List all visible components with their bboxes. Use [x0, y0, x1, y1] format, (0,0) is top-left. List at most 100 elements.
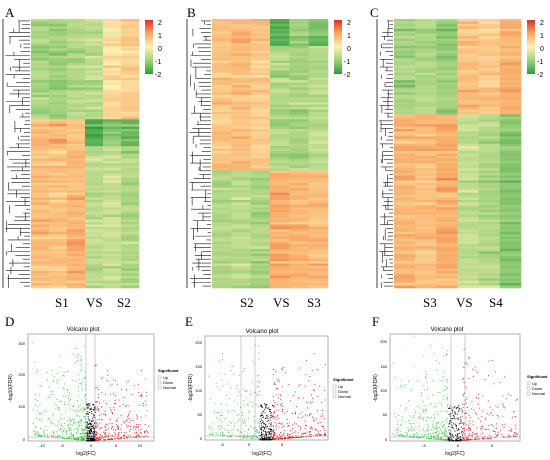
heatmap-cell: [457, 160, 479, 164]
down-point: [57, 379, 59, 381]
normal-point: [266, 431, 268, 433]
heatmap-cell: [250, 121, 271, 125]
down-point: [237, 402, 239, 404]
down-point: [76, 429, 78, 431]
heatmap-cell: [478, 131, 501, 135]
colorbar-gradient-b: [334, 20, 342, 74]
normal-point: [92, 404, 94, 406]
heatmap-cell: [308, 158, 329, 162]
heatmap-cell: [31, 192, 50, 196]
heatmap-cell: [270, 212, 290, 215]
heatmap-cell: [478, 87, 501, 91]
normal-point: [266, 414, 268, 416]
up-point: [504, 376, 506, 378]
heatmap-cell: [212, 155, 232, 159]
down-point: [63, 388, 65, 390]
heatmap-cell: [31, 55, 50, 59]
heatmap-cell: [457, 109, 479, 113]
heatmap-cell: [250, 170, 271, 174]
up-point: [279, 394, 281, 396]
heatmap-cell: [457, 165, 479, 169]
normal-point: [87, 427, 89, 430]
down-point: [84, 426, 86, 428]
down-point: [79, 432, 81, 434]
up-point: [275, 370, 277, 372]
down-point: [432, 435, 434, 437]
heatmap-cell: [212, 43, 232, 47]
down-point: [251, 382, 253, 384]
heatmap-cell: [308, 268, 329, 272]
heatmap-cell: [121, 109, 140, 113]
heatmap-cell: [212, 285, 232, 289]
heatmap-cell: [121, 21, 140, 25]
heatmap-cell: [415, 263, 437, 267]
up-point: [272, 436, 274, 438]
up-point: [106, 424, 108, 426]
heatmap-cell: [289, 273, 309, 277]
heatmap-cell: [31, 190, 50, 193]
up-point: [470, 429, 472, 431]
heatmap-cell: [415, 214, 437, 218]
up-point: [110, 408, 112, 410]
heatmap-cell: [308, 246, 329, 250]
down-point: [399, 385, 401, 387]
heatmap-cell: [121, 234, 140, 237]
heatmap-cell: [478, 53, 501, 56]
up-point: [310, 402, 312, 404]
heatmap-cell: [457, 67, 479, 71]
down-point: [405, 407, 407, 409]
up-point: [468, 420, 470, 422]
down-point: [411, 430, 413, 432]
normal-point: [267, 439, 270, 441]
heatmap-cell: [394, 258, 416, 262]
heatmap-cell: [231, 43, 251, 47]
down-point: [79, 421, 81, 423]
heatmap-cell: [394, 158, 416, 162]
plot-frame-f: [389, 333, 521, 442]
down-point: [258, 374, 260, 376]
down-point: [422, 437, 424, 439]
up-point: [463, 366, 465, 368]
up-point: [107, 428, 109, 430]
heatmap-cell: [415, 53, 437, 56]
heatmap-cell: [394, 43, 416, 47]
heatmap-cell: [250, 258, 271, 262]
heatmap-cell: [289, 192, 309, 196]
heatmap-cell: [85, 155, 104, 159]
heatmap-cell: [499, 217, 522, 220]
down-point: [221, 379, 223, 381]
heatmap-cell: [394, 168, 416, 171]
up-point: [289, 433, 291, 436]
down-point: [258, 345, 260, 347]
heatmap-cell: [250, 77, 271, 81]
heatmap-cell: [394, 263, 416, 267]
up-point: [282, 367, 284, 369]
heatmap-cell: [85, 126, 104, 130]
normal-point: [263, 403, 265, 405]
normal-point: [89, 437, 91, 439]
heatmap-cell: [499, 168, 522, 171]
heatmap-cell: [499, 251, 522, 255]
up-point: [120, 431, 122, 433]
down-point: [82, 433, 84, 435]
heatmap-cell: [457, 217, 479, 220]
up-point: [109, 434, 111, 436]
up-point: [468, 414, 470, 416]
normal-point: [264, 434, 266, 436]
heatmap-cell: [499, 114, 522, 118]
down-point: [79, 415, 81, 418]
heatmap-cell: [270, 72, 290, 76]
heatmap-cell: [308, 107, 329, 110]
heatmap-cell: [103, 241, 122, 245]
down-point: [227, 430, 229, 432]
heatmap-cell: [121, 75, 140, 78]
down-point: [66, 371, 68, 373]
down-point: [66, 433, 68, 435]
down-point: [84, 409, 86, 411]
heatmap-cell: [212, 124, 232, 127]
normal-point: [271, 416, 273, 418]
down-point: [58, 408, 60, 410]
heatmap-cell: [270, 160, 290, 164]
normal-point: [260, 434, 262, 436]
heatmap-cell: [270, 158, 290, 162]
